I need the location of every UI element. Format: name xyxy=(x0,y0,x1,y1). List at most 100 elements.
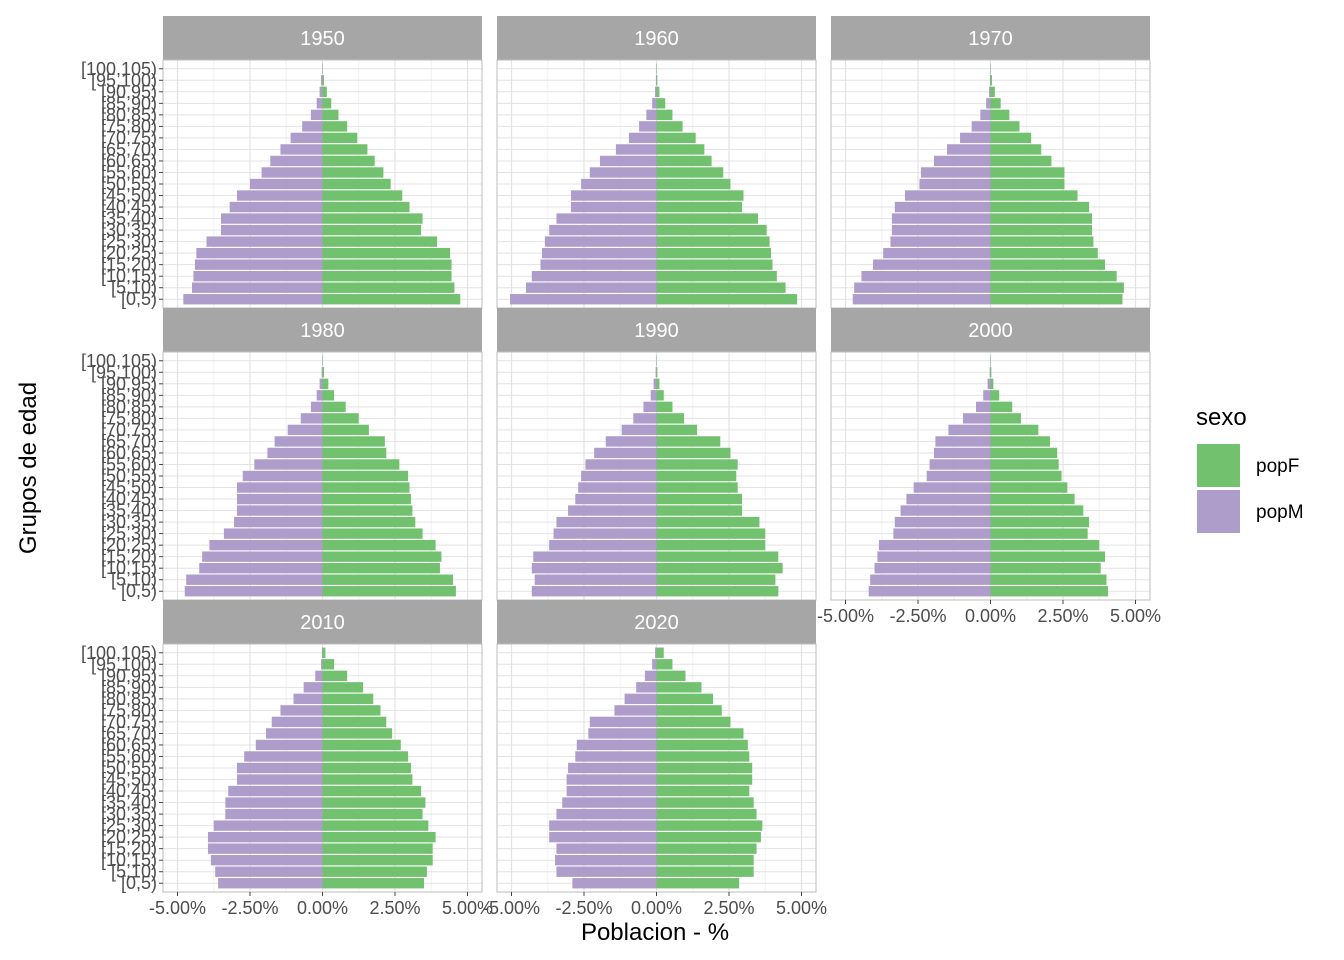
bar-popF xyxy=(656,670,686,681)
bar-popM xyxy=(221,224,323,236)
bar-popM xyxy=(194,259,323,270)
bar-popM xyxy=(303,682,323,693)
bar-popF xyxy=(656,647,664,658)
bar-popF xyxy=(990,436,1050,447)
bar-popM xyxy=(636,682,657,693)
tick-label-y: [60,65) xyxy=(101,443,157,463)
bar-popM xyxy=(236,762,323,774)
bar-popM xyxy=(541,247,657,259)
bar-popF xyxy=(656,190,744,201)
facet-strip xyxy=(497,600,816,644)
bar-popM xyxy=(196,247,323,259)
bar-popM xyxy=(319,86,323,97)
tick-label-y: [5,10) xyxy=(111,570,157,590)
bar-popF xyxy=(322,413,359,424)
bar-popF xyxy=(990,259,1106,270)
bar-popF xyxy=(990,224,1092,236)
bar-popF xyxy=(322,551,442,562)
tick-label-y: [0,5) xyxy=(121,581,157,601)
bar-popF xyxy=(322,75,324,86)
bar-popF xyxy=(322,820,429,831)
bar-popM xyxy=(265,728,323,739)
bar-popF xyxy=(990,294,1123,305)
tick-label-y: [75,80) xyxy=(101,700,157,720)
bar-popM xyxy=(236,190,323,201)
bar-popF xyxy=(990,201,1090,213)
tick-label-x: 2.50% xyxy=(369,898,420,918)
bar-popF xyxy=(990,424,1039,436)
tick-label-y: [60,65) xyxy=(101,735,157,755)
bar-popM xyxy=(225,808,323,820)
bar-popM xyxy=(210,855,323,866)
bar-popF xyxy=(990,155,1052,167)
facet-panel-1970: 1970 xyxy=(830,16,1151,309)
facet-strip xyxy=(497,16,816,60)
bar-popM xyxy=(870,574,991,585)
bar-popF xyxy=(990,563,1101,574)
bar-popM xyxy=(576,739,657,751)
legend-key-popM xyxy=(1197,490,1240,533)
bar-popM xyxy=(854,282,991,293)
bar-popM xyxy=(302,121,323,132)
bar-popF xyxy=(656,762,753,774)
bar-popF xyxy=(322,659,335,670)
tick-label-y: [45,50) xyxy=(101,186,157,206)
bar-popF xyxy=(322,586,456,597)
bar-popM xyxy=(556,843,657,854)
bar-popM xyxy=(556,808,657,820)
bar-popF xyxy=(656,413,685,424)
bar-popF xyxy=(656,493,743,505)
bar-popF xyxy=(990,144,1042,155)
bar-popM xyxy=(280,705,323,716)
facet-panel-2020: 2020 -5.00% -2.50% 0.00% 2.50% 5.00% xyxy=(483,600,827,918)
bar-popF xyxy=(656,808,757,820)
bar-popM xyxy=(575,751,657,762)
bar-popF xyxy=(656,167,724,178)
bar-popM xyxy=(868,586,991,597)
tick-label-y: [95,100) xyxy=(91,654,157,674)
bar-popF xyxy=(990,86,995,97)
bar-popF xyxy=(322,271,452,282)
bar-popF xyxy=(656,728,744,739)
tick-label-y: [30,35) xyxy=(101,220,157,240)
bar-popF xyxy=(322,866,427,877)
tick-label-y: [95,100) xyxy=(91,362,157,382)
bar-popF xyxy=(656,482,738,493)
bar-popM xyxy=(650,390,657,401)
tick-label-y: [100,105) xyxy=(81,351,157,371)
tick-label-y: [30,35) xyxy=(101,512,157,532)
bar-popM xyxy=(861,271,991,282)
bar-popF xyxy=(990,459,1059,470)
bar-popM xyxy=(223,528,323,539)
tick-label-y: [80,85) xyxy=(101,105,157,125)
tick-label-x: 0.00% xyxy=(965,606,1016,626)
tick-label-y: [65,70) xyxy=(101,139,157,159)
bar-popF xyxy=(656,259,773,270)
bar-popM xyxy=(960,132,991,144)
tick-label-y: [45,50) xyxy=(101,478,157,498)
tick-label-y: [20,25) xyxy=(101,535,157,555)
facet-strip xyxy=(497,308,816,352)
bar-popF xyxy=(990,470,1062,482)
bar-popF xyxy=(990,247,1098,259)
bar-popF xyxy=(322,390,335,401)
bar-popF xyxy=(322,190,403,201)
bar-popM xyxy=(578,482,657,493)
tick-label-x: -2.50% xyxy=(555,898,612,918)
bar-popF xyxy=(656,505,743,516)
tick-label-x: -5.00% xyxy=(817,606,874,626)
bar-popF xyxy=(656,271,777,282)
bar-popM xyxy=(315,670,323,681)
bar-popM xyxy=(319,378,323,389)
bar-popM xyxy=(933,447,991,459)
bar-popM xyxy=(556,213,657,224)
bar-popM xyxy=(531,563,657,574)
bar-popF xyxy=(656,716,731,728)
bar-popM xyxy=(566,785,657,797)
tick-label-y: [10,15) xyxy=(101,266,157,286)
bar-popM xyxy=(183,294,323,305)
bar-popM xyxy=(321,647,323,658)
bar-popF xyxy=(656,563,783,574)
bar-popF xyxy=(322,716,387,728)
bar-popF xyxy=(322,751,409,762)
